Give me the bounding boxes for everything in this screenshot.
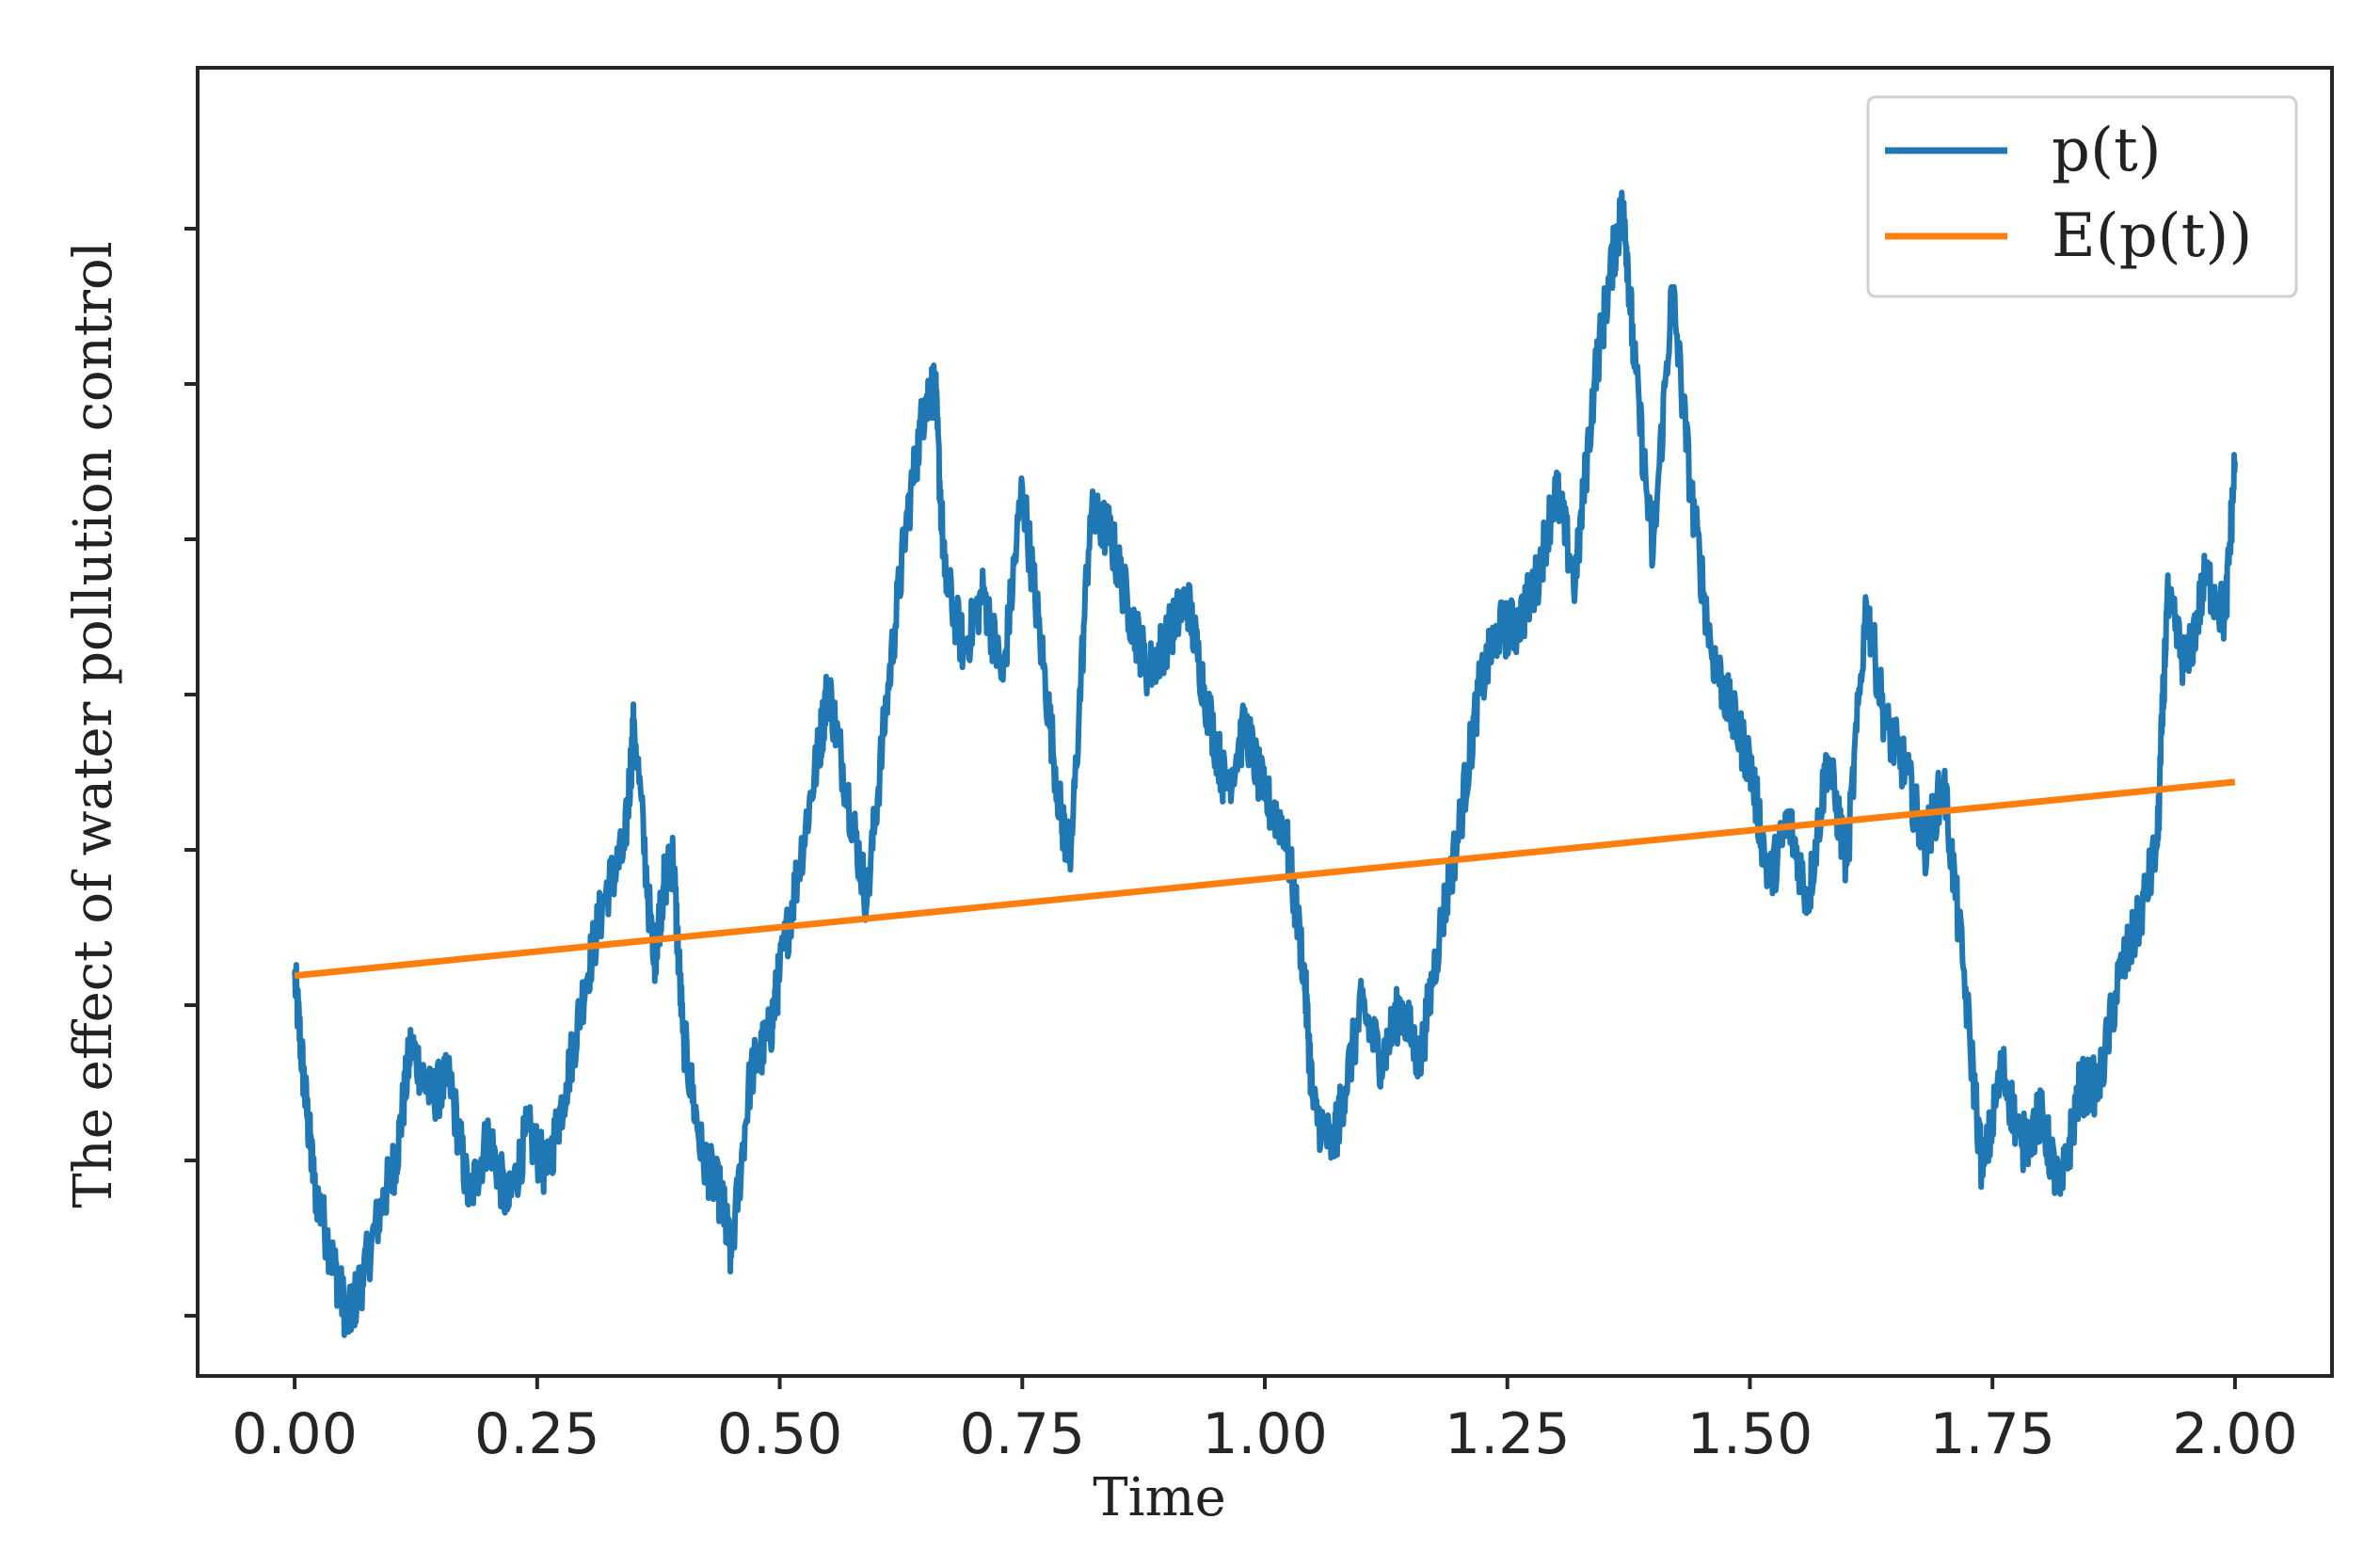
x-tick-label: 0.00 (232, 1401, 358, 1467)
legend-label-expected-p-t: E(p(t)) (2052, 201, 2252, 271)
x-axis: 0.00 0.25 0.50 0.75 1.00 1.25 1.50 1.75 2.00 (232, 1376, 2298, 1467)
legend-box (1866, 95, 2298, 298)
y-axis-title: The effect of water pollution control (63, 241, 124, 1207)
x-tick-label: 0.25 (474, 1401, 600, 1467)
x-tick-label: 0.50 (717, 1401, 843, 1467)
y-axis (184, 226, 198, 1319)
x-tick-label: 1.75 (1929, 1401, 2055, 1467)
x-tick-label: 1.50 (1687, 1401, 1813, 1467)
legend-label-p-t: p(t) (2052, 116, 2162, 185)
x-tick-label: 0.75 (959, 1401, 1085, 1467)
x-tick-label: 1.00 (1202, 1401, 1328, 1467)
x-tick-label: 2.00 (2172, 1401, 2298, 1467)
series-line-expected-p-t (294, 778, 2236, 980)
x-axis-title: Time (1093, 1467, 1226, 1528)
x-tick-label: 1.25 (1445, 1401, 1571, 1467)
legend: p(t) E(p(t)) (1866, 95, 2298, 298)
series-line-p-t (292, 189, 2238, 1338)
